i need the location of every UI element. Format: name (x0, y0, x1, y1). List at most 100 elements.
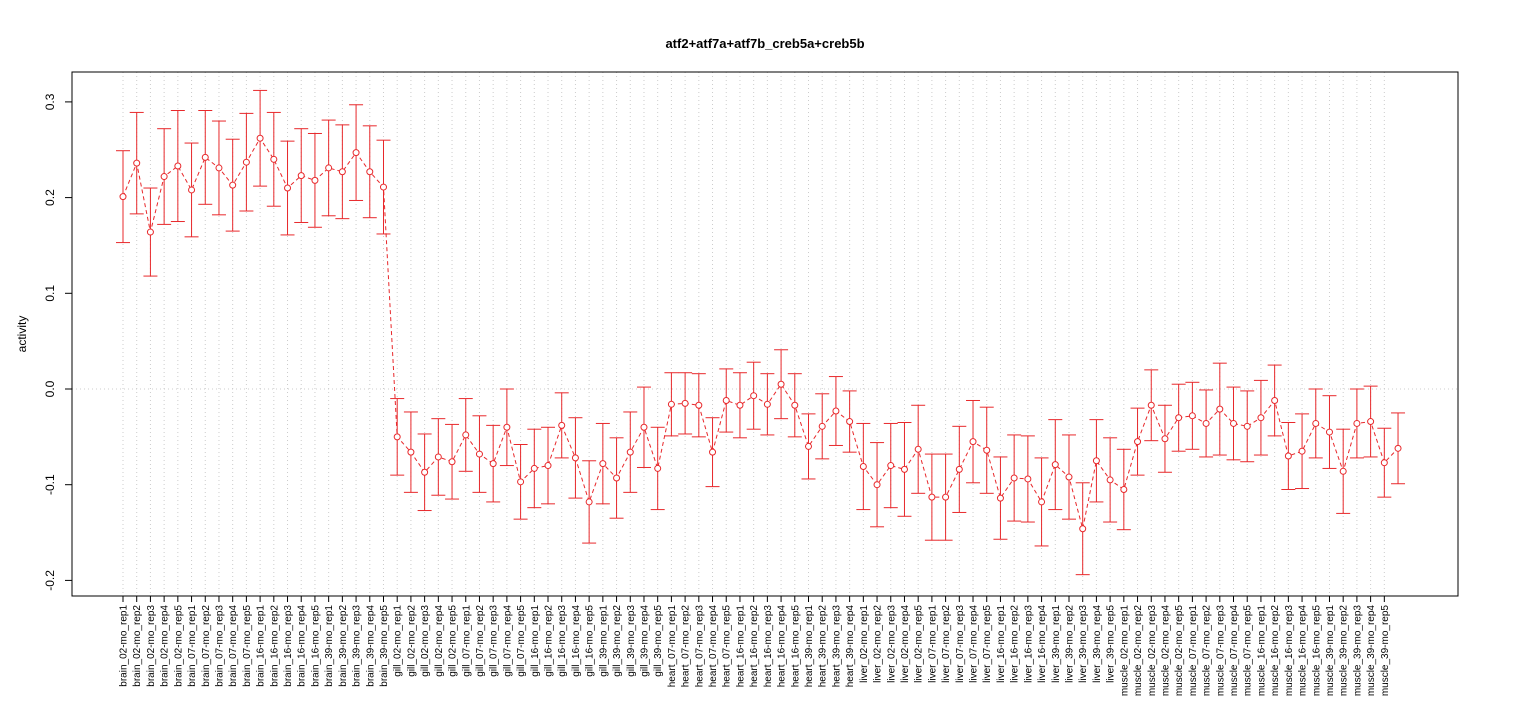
x-tick-label: brain_16-mo_rep2 (269, 605, 280, 687)
x-tick-label: muscle_07-mo_rep1 (1188, 605, 1199, 697)
data-point (489, 460, 497, 468)
data-point (996, 494, 1004, 502)
data-point (859, 463, 867, 471)
data-point (695, 401, 703, 409)
x-tick-label: gill_16-mo_rep2 (544, 605, 555, 677)
x-tick-label: liver_39-mo_rep2 (1064, 605, 1075, 683)
data-point (1010, 474, 1018, 482)
x-tick-label: brain_16-mo_rep4 (297, 605, 308, 687)
y-axis: -0.2 -0.1 0.0 0.1 0.2 0.3 (43, 93, 72, 591)
x-tick-label: brain_07-mo_rep2 (201, 605, 212, 687)
x-tick-label: brain_07-mo_rep4 (228, 605, 239, 687)
data-point (1325, 428, 1333, 436)
x-tick-label: gill_39-mo_rep2 (612, 605, 623, 677)
x-tick-label: muscle_39-mo_rep5 (1380, 605, 1391, 697)
x-tick-label: gill_07-mo_rep2 (475, 605, 486, 677)
x-tick-label: liver_07-mo_rep2 (941, 605, 952, 683)
x-tick-label: muscle_39-mo_rep4 (1366, 605, 1377, 697)
data-point (763, 400, 771, 408)
x-tick-label: heart_16-mo_rep3 (763, 605, 774, 688)
x-tick-label: gill_16-mo_rep3 (557, 605, 568, 677)
data-point (942, 493, 950, 501)
data-point (1243, 422, 1251, 430)
x-tick-label: gill_39-mo_rep1 (598, 605, 609, 677)
x-tick-label: muscle_02-mo_rep1 (1119, 605, 1130, 697)
data-point (1367, 418, 1375, 426)
data-point (969, 438, 977, 446)
x-tick-label: brain_02-mo_rep4 (160, 605, 171, 687)
data-point (1134, 438, 1142, 446)
x-tick-label: heart_16-mo_rep4 (777, 605, 788, 688)
x-tick-label: gill_07-mo_rep3 (489, 605, 500, 677)
data-point (1024, 475, 1032, 483)
data-point (1257, 414, 1265, 422)
x-tick-label: brain_39-mo_rep4 (365, 605, 376, 687)
data-point (284, 184, 292, 192)
data-point (1161, 435, 1169, 443)
data-point (558, 421, 566, 429)
data-point (421, 468, 429, 476)
x-tick-label: liver_39-mo_rep1 (1051, 605, 1062, 683)
data-point (640, 423, 648, 431)
x-tick-label: muscle_02-mo_rep2 (1133, 605, 1144, 697)
data-point (434, 453, 442, 461)
data-point (407, 448, 415, 456)
x-tick-label: liver_02-mo_rep5 (914, 605, 925, 683)
data-point (1339, 467, 1347, 475)
data-point (366, 168, 374, 176)
x-tick-label: muscle_07-mo_rep5 (1243, 605, 1254, 697)
x-tick-label: heart_07-mo_rep4 (708, 605, 719, 688)
data-point (462, 431, 470, 439)
x-tick-label: liver_02-mo_rep3 (886, 605, 897, 683)
y-tick-label: -0.1 (43, 474, 57, 495)
x-tick-label: liver_02-mo_rep2 (873, 605, 884, 683)
data-point (393, 433, 401, 441)
data-point (983, 446, 991, 454)
x-tick-label: brain_39-mo_rep1 (324, 605, 335, 687)
x-tick-label: gill_39-mo_rep4 (639, 605, 650, 677)
chart-title: atf2+atf7a+atf7b_creb5a+creb5b (665, 36, 864, 51)
x-tick-label: heart_16-mo_rep2 (749, 605, 760, 688)
x-tick-label: liver_39-mo_rep3 (1078, 605, 1089, 683)
data-point (626, 448, 634, 456)
data-point (709, 448, 717, 456)
data-point (201, 153, 209, 161)
data-point (448, 458, 456, 466)
x-tick-label: gill_16-mo_rep1 (530, 605, 541, 677)
y-tick-label: -0.2 (43, 570, 57, 591)
data-point (1353, 419, 1361, 427)
x-axis: brain_02-mo_rep1 brain_02-mo_rep2 brain_02… (119, 596, 1391, 696)
y-tick-label: 0.0 (43, 380, 57, 397)
x-tick-label: liver_16-mo_rep4 (1037, 605, 1048, 683)
x-tick-label: brain_39-mo_rep3 (352, 605, 363, 687)
x-tick-label: gill_02-mo_rep4 (434, 605, 445, 677)
x-tick-label: gill_07-mo_rep4 (502, 605, 513, 677)
x-tick-label: gill_07-mo_rep1 (461, 605, 472, 677)
data-point (242, 158, 250, 166)
x-tick-label: liver_07-mo_rep4 (969, 605, 980, 683)
data-point (599, 460, 607, 468)
x-tick-label: muscle_07-mo_rep4 (1229, 605, 1240, 697)
x-tick-label: gill_07-mo_rep5 (516, 605, 527, 677)
data-point (475, 450, 483, 458)
data-point (297, 172, 305, 180)
x-tick-label: heart_07-mo_rep5 (722, 605, 733, 688)
x-tick-label: brain_16-mo_rep1 (256, 605, 267, 687)
data-point (530, 464, 538, 472)
data-point (174, 162, 182, 170)
x-tick-label: brain_02-mo_rep1 (119, 605, 130, 687)
x-tick-label: heart_16-mo_rep1 (735, 605, 746, 688)
x-tick-label: heart_39-mo_rep2 (818, 605, 829, 688)
data-point (818, 422, 826, 430)
data-point (256, 134, 264, 142)
data-point (503, 423, 511, 431)
data-point (1202, 419, 1210, 427)
data-point (873, 481, 881, 489)
data-point (571, 454, 579, 462)
data-point (1147, 401, 1155, 409)
x-tick-label: muscle_02-mo_rep5 (1174, 605, 1185, 697)
data-point (1216, 405, 1224, 413)
x-tick-label: muscle_02-mo_rep4 (1160, 605, 1171, 697)
data-point (1120, 485, 1128, 493)
